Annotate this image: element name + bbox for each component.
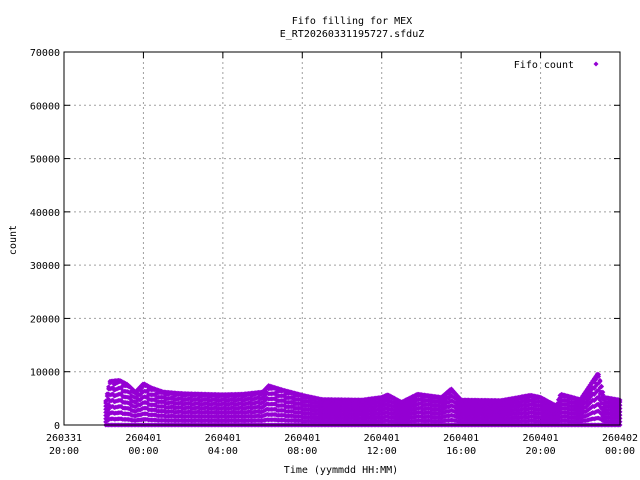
x-tick-label-date: 260401 xyxy=(205,433,241,444)
x-tick-label-date: 260401 xyxy=(443,433,479,444)
y-tick-label: 40000 xyxy=(30,208,60,219)
legend-label: Fifo count xyxy=(514,60,574,71)
x-tick-label-time: 04:00 xyxy=(208,446,238,457)
data-point xyxy=(600,389,606,395)
x-tick-label-date: 260331 xyxy=(46,433,82,444)
plot-frame xyxy=(63,51,621,426)
data-point xyxy=(597,377,603,383)
y-tick-label: 30000 xyxy=(30,261,60,272)
y-tick-label: 60000 xyxy=(30,101,60,112)
data-point xyxy=(598,383,604,389)
y-axis-ticks: 0 10000 20000 30000 40000 50000 60000 70000 xyxy=(30,48,620,432)
legend-marker-icon xyxy=(593,61,599,67)
x-tick-label-time: 08:00 xyxy=(287,446,317,457)
chart-title: Fifo filling for MEX xyxy=(292,16,412,27)
y-axis-label: count xyxy=(8,225,19,255)
x-tick-label-time: 12:00 xyxy=(367,446,397,457)
y-tick-label: 10000 xyxy=(30,368,60,379)
y-tick-label: 50000 xyxy=(30,155,60,166)
x-tick-label-date: 260401 xyxy=(284,433,320,444)
x-axis-label: Time (yymmdd HH:MM) xyxy=(284,465,398,476)
x-tick-label-time: 16:00 xyxy=(446,446,476,457)
x-tick-label-time: 00:00 xyxy=(128,446,158,457)
x-tick-label-time: 20:00 xyxy=(526,446,556,457)
data-point xyxy=(596,371,602,377)
legend: Fifo count xyxy=(514,60,599,71)
data-points xyxy=(103,371,623,428)
y-tick-label: 70000 xyxy=(30,48,60,59)
y-tick-label: 20000 xyxy=(30,314,60,325)
chart-subtitle: E_RT20260331195727.sfduZ xyxy=(280,29,425,40)
x-tick-label-date: 260401 xyxy=(125,433,161,444)
x-tick-label-date: 260401 xyxy=(523,433,559,444)
y-tick-label: 0 xyxy=(54,421,60,432)
x-tick-label-date: 260401 xyxy=(364,433,400,444)
x-axis-ticks: 260331 20:00 260401 00:00 260401 04:00 260401 0… xyxy=(46,52,638,457)
x-tick-label-date: 260402 xyxy=(602,433,638,444)
x-tick-label-time: 00:00 xyxy=(605,446,635,457)
grid-lines xyxy=(64,52,620,425)
x-tick-label-time: 20:00 xyxy=(49,446,79,457)
